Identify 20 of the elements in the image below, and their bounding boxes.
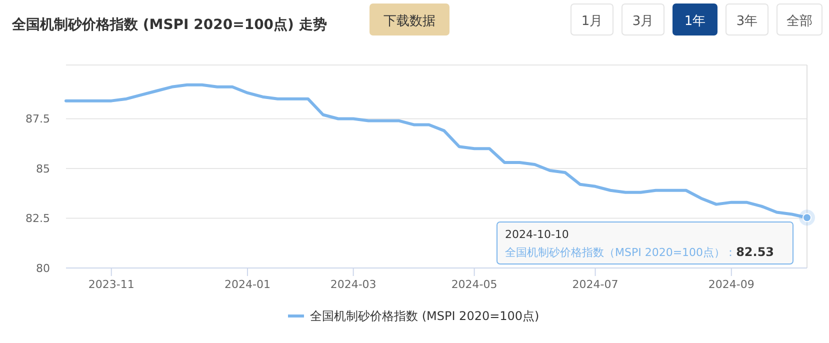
annotation: 全国机制砂价格指数（MSPI 2020=100点）：82.53	[505, 245, 774, 259]
button: 3月	[622, 4, 664, 36]
button: 全部	[776, 4, 822, 36]
x-tick-label: 2024-03	[330, 278, 376, 291]
x-tick-label: 2024-09	[708, 278, 754, 291]
y-tick-label: 80	[36, 262, 50, 275]
button: 1月	[570, 4, 614, 36]
x-tick-label: 2024-05	[451, 278, 498, 291]
y-tick-label: 82.5	[26, 212, 50, 226]
button: 下载数据	[370, 4, 450, 36]
x-tick-label: 2024-01	[224, 278, 270, 291]
legend: 全国机制砂价格指数 (MSPI 2020=100点)	[288, 309, 540, 323]
x-tick-label: 2023-11	[88, 278, 134, 291]
y-tick-label: 87.5	[26, 112, 50, 126]
y-tick-label: 85	[36, 162, 50, 176]
annotation: 2024-10-10	[505, 228, 569, 241]
x-tick-label: 2024-07	[572, 278, 618, 291]
button: 3年	[726, 4, 768, 36]
button: 1年	[672, 4, 718, 36]
chart-title: 全国机制砂价格指数 (MSPI 2020=100点) 走势	[11, 17, 327, 33]
